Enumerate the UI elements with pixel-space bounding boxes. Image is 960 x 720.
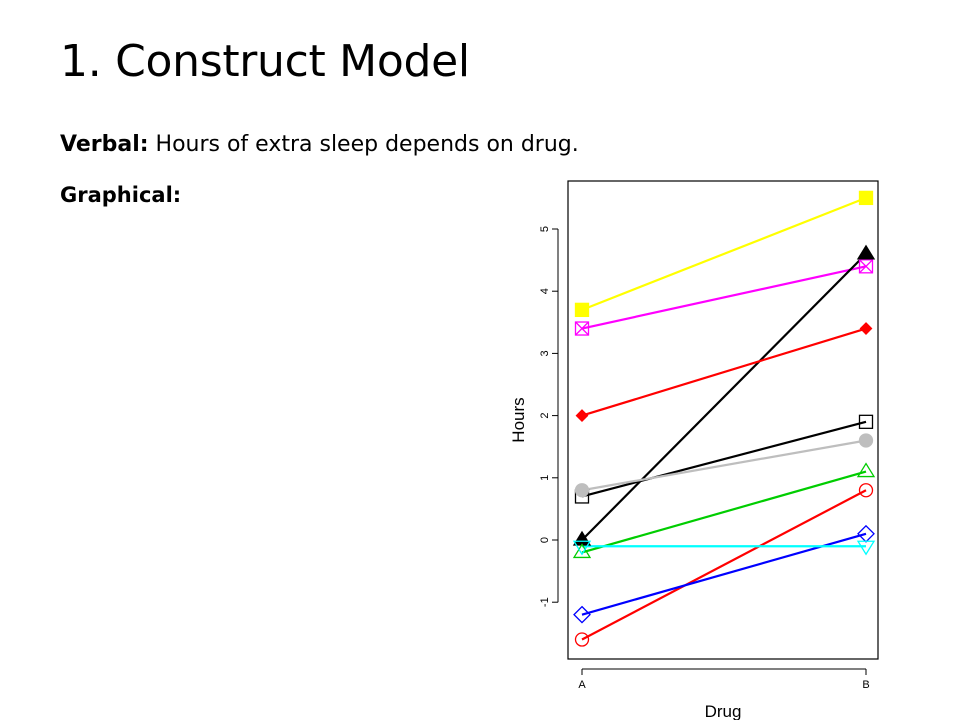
point-marker	[856, 540, 876, 556]
y-tick-label: 2	[539, 413, 551, 419]
point-marker-cross	[859, 259, 873, 274]
point-marker	[574, 302, 590, 318]
point-marker	[573, 605, 591, 624]
verbal-line: Verbal: Hours of extra sleep depends on …	[60, 132, 579, 157]
series-line	[581, 420, 867, 498]
point-marker	[858, 414, 874, 429]
y-tick-label: 1	[539, 475, 551, 481]
series-line	[581, 489, 867, 641]
axes: -1 0 1 2 3 4 5 A B	[539, 226, 870, 691]
series-line	[581, 470, 867, 554]
plot-frame	[567, 180, 879, 660]
graphical-label: Graphical:	[60, 183, 182, 207]
point-marker-cross	[575, 321, 589, 336]
point-marker	[572, 543, 592, 559]
point-marker	[572, 540, 592, 556]
series-line	[581, 265, 867, 330]
point-marker	[574, 632, 590, 647]
point-marker	[856, 462, 876, 478]
point-marker	[858, 483, 874, 498]
verbal-text: Hours of extra sleep depends on drug.	[148, 132, 579, 157]
series-line	[581, 327, 867, 417]
verbal-label: Verbal:	[60, 132, 149, 157]
point-marker	[858, 433, 874, 448]
y-tick-label: 0	[539, 537, 551, 543]
y-tick-label: 3	[539, 350, 551, 356]
slide-title: 1. Construct Model	[60, 36, 470, 87]
series-lines	[581, 196, 867, 641]
point-marker	[858, 259, 874, 274]
x-axis-label: Drug	[705, 702, 742, 720]
y-tick-label: 5	[539, 226, 551, 232]
series-line	[581, 439, 867, 492]
y-tick-label: 4	[539, 288, 551, 294]
y-tick-label: -1	[539, 597, 551, 607]
point-marker	[859, 322, 873, 335]
series-line	[581, 196, 867, 311]
y-axis-label: Hours	[509, 397, 528, 442]
point-marker	[575, 409, 589, 423]
series-markers	[572, 190, 876, 647]
x-tick-label: A	[578, 679, 586, 691]
series-line	[581, 253, 867, 541]
point-marker	[574, 321, 590, 336]
x-tick-label: B	[862, 679, 869, 691]
point-marker	[856, 244, 876, 260]
point-marker	[858, 190, 874, 206]
point-marker	[574, 483, 590, 498]
